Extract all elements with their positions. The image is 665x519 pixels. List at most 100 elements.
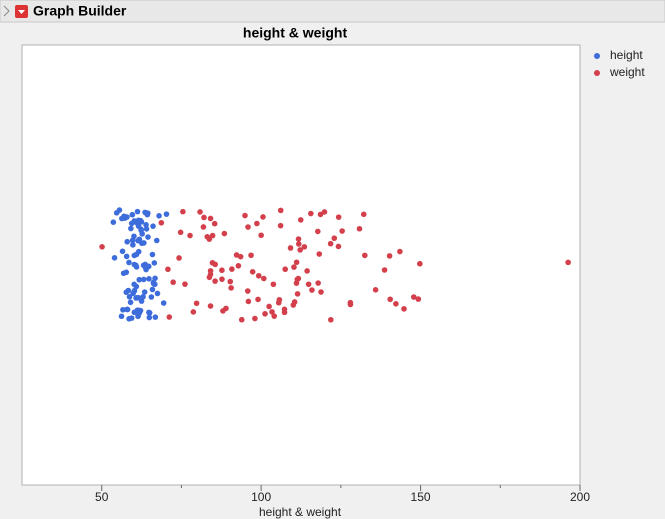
point <box>360 211 367 218</box>
point <box>160 300 167 306</box>
point <box>410 294 417 300</box>
collapse-icon[interactable] <box>3 5 10 17</box>
point <box>356 225 363 232</box>
x-tick-label: 200 <box>570 490 590 504</box>
point <box>154 290 161 297</box>
point <box>227 278 234 285</box>
point <box>254 220 260 227</box>
point <box>148 294 155 300</box>
point <box>143 210 150 217</box>
point <box>271 313 278 319</box>
point <box>393 301 399 307</box>
point <box>124 214 130 220</box>
point <box>277 222 284 229</box>
point <box>328 316 334 323</box>
point <box>249 268 256 275</box>
point <box>110 219 117 226</box>
point <box>297 217 304 223</box>
point <box>282 266 289 273</box>
point <box>149 286 156 293</box>
point <box>315 228 321 235</box>
point <box>277 207 284 214</box>
point <box>170 279 176 286</box>
point <box>166 314 173 320</box>
point <box>129 237 136 244</box>
point <box>176 255 182 261</box>
legend-marker <box>594 53 600 59</box>
point <box>153 237 160 244</box>
point <box>238 316 245 323</box>
point <box>126 293 133 300</box>
point <box>142 261 148 268</box>
point <box>245 298 252 305</box>
point <box>127 299 134 306</box>
point <box>187 232 193 239</box>
point <box>99 243 105 250</box>
point <box>339 228 345 234</box>
point <box>219 267 225 274</box>
header-title: Graph Builder <box>33 3 127 19</box>
point <box>146 276 152 282</box>
point <box>145 234 151 240</box>
point <box>255 296 261 303</box>
point <box>309 287 315 293</box>
point <box>248 252 254 259</box>
point <box>242 212 248 219</box>
point <box>228 285 234 291</box>
point <box>304 268 310 274</box>
point <box>316 251 323 257</box>
point <box>417 260 423 267</box>
point <box>163 211 170 217</box>
point <box>244 288 251 294</box>
point <box>149 251 156 258</box>
point <box>317 211 324 218</box>
point <box>233 252 240 258</box>
point <box>293 259 300 266</box>
point <box>362 252 368 259</box>
point <box>130 242 136 248</box>
point <box>180 208 186 215</box>
point <box>124 306 130 313</box>
point <box>386 253 393 259</box>
point <box>143 221 149 228</box>
legend-label: weight <box>609 65 645 79</box>
point <box>211 220 218 227</box>
point <box>287 245 294 251</box>
point <box>308 210 314 217</box>
menu-arrow <box>18 10 25 14</box>
point <box>291 299 298 305</box>
point <box>275 299 282 306</box>
point <box>130 290 136 297</box>
point <box>209 259 216 266</box>
point <box>136 276 143 283</box>
point <box>177 229 184 236</box>
point <box>204 233 211 240</box>
point <box>258 232 264 239</box>
point <box>318 289 324 295</box>
point <box>190 309 197 315</box>
point <box>134 208 141 215</box>
point <box>197 209 203 215</box>
point <box>125 287 132 294</box>
point <box>245 224 251 230</box>
point <box>235 262 242 269</box>
point <box>128 225 134 232</box>
point <box>220 308 226 314</box>
point <box>140 293 146 300</box>
point <box>140 276 147 283</box>
point <box>131 252 138 259</box>
point <box>111 255 118 261</box>
point <box>397 248 403 255</box>
point <box>138 227 144 234</box>
point <box>207 268 214 274</box>
point <box>335 243 342 250</box>
point <box>201 214 207 221</box>
point <box>565 259 571 266</box>
point <box>301 244 308 250</box>
point <box>193 300 200 307</box>
point <box>135 313 141 320</box>
x-tick-label: 50 <box>95 490 109 504</box>
point <box>219 276 225 282</box>
point <box>229 266 235 272</box>
point <box>150 223 156 229</box>
